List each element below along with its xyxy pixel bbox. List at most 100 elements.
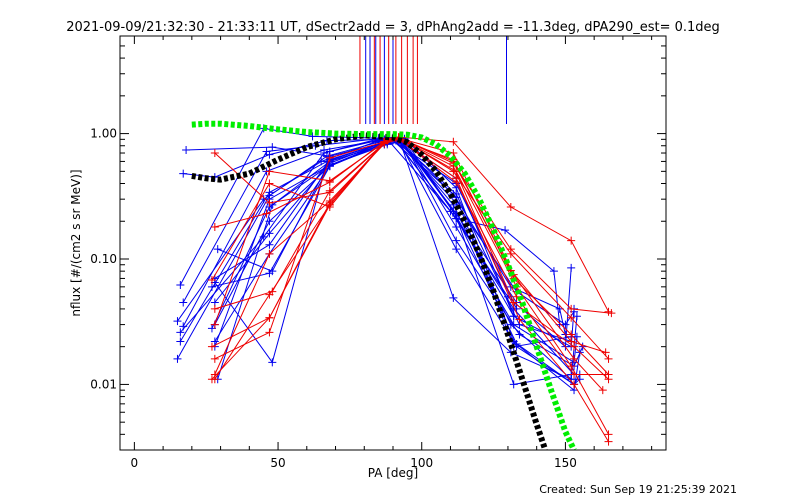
data-point-25-0 [210,320,219,329]
data-point-27-0 [210,370,219,379]
x-tick-label-3: 150 [554,456,577,470]
data-point-18-1 [265,269,274,278]
x-tick-label-0: 0 [131,456,139,470]
data-point-17-5 [452,245,461,254]
data-point-26-0 [210,304,219,313]
series-line-20 [214,136,612,380]
data-point-24-8 [604,375,613,384]
data-point-27-5 [452,178,461,187]
data-point-26-2 [325,186,334,195]
series-16 [213,137,518,384]
series-line-17 [214,140,581,386]
data-point-14-1 [265,229,274,238]
data-point-22-1 [265,198,274,207]
data-point-1-0 [179,298,188,307]
y-axis-label: nflux [#/(cm2 s sr MeV)] [69,169,83,316]
data-point-27-1 [265,249,274,258]
chart-title: 2021-09-09/21:32:30 - 21:33:11 UT, dSect… [66,20,720,35]
data-point-23-0 [207,276,216,285]
axes-layer: 0 50 100 150 0.01 0.10 1.00 [90,35,666,470]
series-line-19 [211,136,609,380]
data-point-28-1 [265,313,274,322]
data-point-6-0 [176,337,185,346]
data-point-6-5 [449,293,458,302]
data-point-17-1 [265,217,274,226]
data-point-10-1 [268,143,277,152]
data-layer [173,36,616,450]
x-tick-label-2: 100 [410,456,433,470]
created-timestamp: Created: Sun Sep 19 21:25:39 2021 [539,483,737,496]
data-point-13-0 [213,245,222,254]
data-point-5-0 [173,354,182,363]
data-point-0-7 [549,267,558,276]
data-point-26-8 [604,437,613,446]
data-point-5-5 [452,222,461,231]
data-point-18-0 [207,282,216,291]
data-point-12-1 [265,240,274,249]
data-point-10-0 [182,145,191,154]
x-axis-label: PA [deg] [368,466,418,480]
data-point-18-6 [512,304,521,313]
data-point-20-8 [607,309,616,318]
data-point-11-0 [179,169,188,178]
data-point-28-3 [380,137,389,146]
data-point-24-7 [570,342,579,351]
data-point-6-8 [572,312,581,321]
data-point-25-7 [567,362,576,371]
x-tick-label-1: 50 [270,456,285,470]
data-point-20-7 [567,304,576,313]
series-line-26 [214,138,609,442]
data-point-2-0 [173,317,182,326]
y-tick-label-0: 0.01 [90,377,117,391]
plot-area [173,36,616,450]
data-point-21-1 [262,209,271,218]
data-point-26-6 [515,315,524,324]
data-point-3-7 [561,320,570,329]
data-point-10-6 [506,320,515,329]
data-point-28-8 [598,386,607,395]
data-point-19-6 [506,202,515,211]
data-point-21-6 [506,249,515,258]
series-line-28 [211,137,604,391]
data-point-25-1 [265,167,274,176]
data-point-27-8 [601,370,610,379]
data-point-11-7 [509,380,518,389]
reference-curve-green [191,120,577,450]
data-point-0-2 [308,132,317,141]
data-point-24-2 [325,153,334,162]
data-point-1-8 [567,263,576,272]
data-point-25-8 [604,430,613,439]
data-point-7-5 [452,236,461,245]
data-point-11-2 [265,150,274,159]
reference-curve-black [191,132,549,450]
data-point-28-0 [207,342,216,351]
data-point-22-8 [601,348,610,357]
data-point-26-1 [268,287,277,296]
data-point-21-8 [604,354,613,363]
data-point-28-2 [325,200,334,209]
data-point-16-6 [509,312,518,321]
data-point-22-0 [210,149,219,158]
data-point-0-6 [501,226,510,235]
data-point-26-7 [570,380,579,389]
data-point-24-6 [509,298,518,307]
series-line-27 [214,138,606,375]
y-tick-label-2: 1.00 [90,127,117,141]
y-tick-label-1: 0.10 [90,252,117,266]
data-point-23-1 [265,179,274,188]
data-point-19-5 [449,137,458,146]
data-point-9-1 [268,358,277,367]
data-point-0-0 [176,281,185,290]
data-point-6-1 [265,188,274,197]
data-point-4-0 [176,328,185,337]
series-28 [207,134,607,395]
data-point-28-7 [570,354,579,363]
data-point-25-5 [452,167,461,176]
data-point-27-7 [570,370,579,379]
data-point-21-7 [567,313,576,322]
data-point-23-7 [567,330,576,339]
data-point-25-2 [325,176,334,185]
series-25 [210,134,613,439]
series-line-23 [211,137,609,375]
